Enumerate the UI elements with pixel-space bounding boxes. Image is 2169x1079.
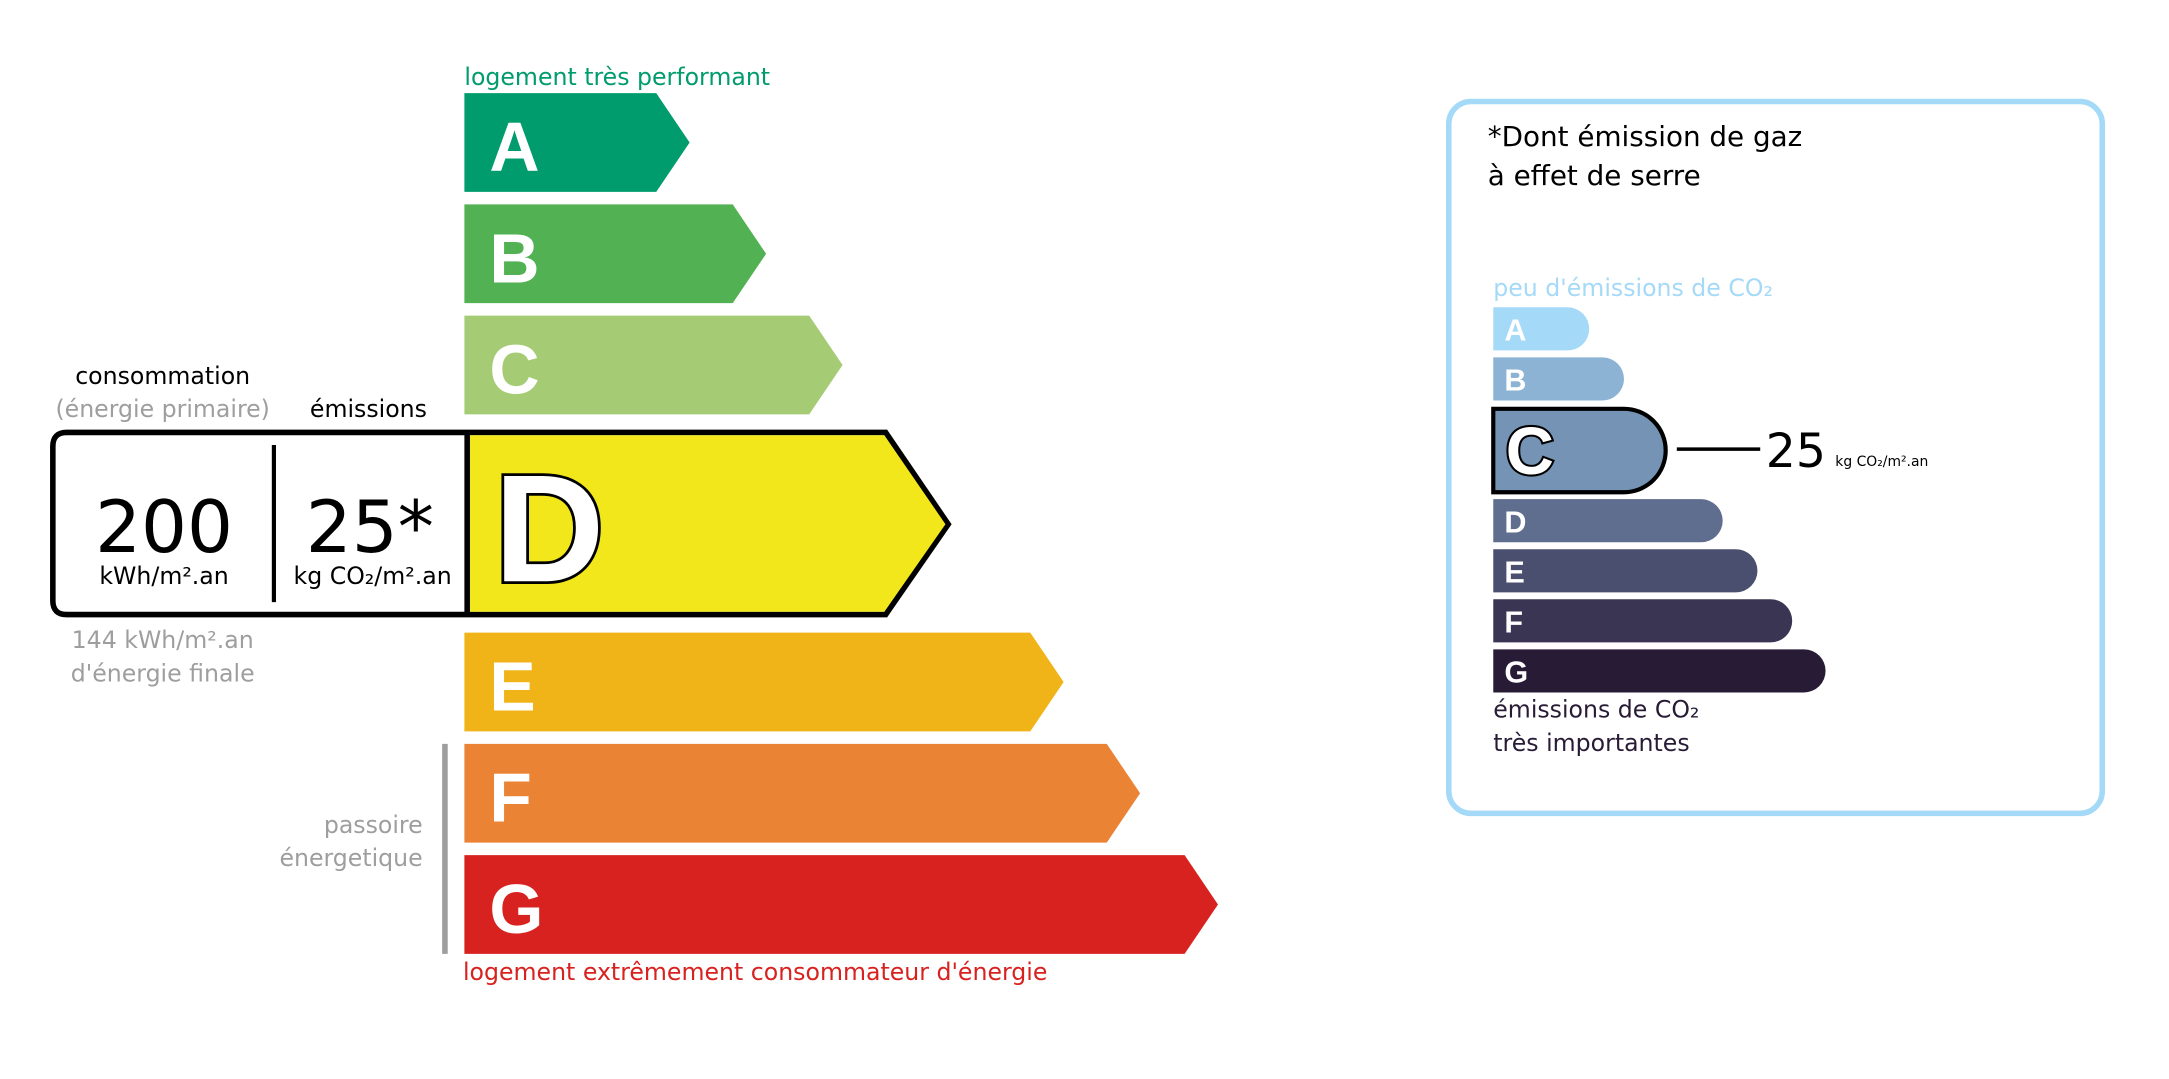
energy-bar-f: [464, 743, 1141, 843]
passoire-label-1: passoire: [324, 811, 423, 839]
ges-bottom-label-1: émissions de CO₂: [1493, 695, 1699, 723]
emissions-header: émissions: [310, 395, 427, 423]
energy-bottom-label: logement extrêmement consommateur d'éner…: [463, 958, 1047, 986]
ges-bar-g: [1493, 649, 1826, 693]
ges-letter-g: G: [1504, 656, 1528, 690]
emissions-unit: kg CO₂/m².an: [294, 562, 452, 590]
final-energy-label: d'énergie finale: [71, 659, 255, 687]
energy-letter-g: G: [489, 870, 543, 948]
consumption-header: consommation: [75, 362, 250, 390]
energy-bar-e: [464, 632, 1064, 732]
consumption-unit: kWh/m².an: [99, 562, 228, 590]
energy-bar-b: [464, 204, 767, 304]
ges-value: 25: [1766, 424, 1826, 479]
ges-top-label: peu d'émissions de CO₂: [1493, 274, 1773, 302]
passoire-label-2: énergetique: [279, 844, 422, 872]
energy-letter-a: A: [489, 108, 539, 186]
ges-letter-d: D: [1504, 506, 1526, 540]
current-energy-letter: D: [494, 444, 604, 614]
ges-bar-f: [1493, 599, 1793, 643]
ges-letter-a: A: [1504, 314, 1526, 348]
energy-letter-b: B: [489, 219, 539, 297]
emissions-value: 25*: [306, 486, 434, 570]
energy-scale: ABC EFG: [464, 93, 1218, 954]
ges-title-2: à effet de serre: [1488, 159, 1701, 192]
ges-bottom-label-2: très importantes: [1493, 729, 1689, 757]
ges-letter-b: B: [1504, 364, 1526, 398]
energy-bar-a: [464, 93, 690, 192]
ges-bar-a: [1493, 307, 1590, 351]
energy-bar-g: [464, 855, 1218, 954]
current-energy-bar: [467, 435, 946, 612]
ges-title-1: *Dont émission de gaz: [1488, 120, 1803, 153]
energy-bar-c: [464, 315, 843, 415]
consumption-value: 200: [95, 486, 233, 570]
energy-letter-f: F: [489, 759, 531, 837]
energy-top-label: logement très performant: [464, 63, 770, 91]
energy-letter-e: E: [489, 648, 535, 726]
ges-letter-f: F: [1504, 606, 1523, 640]
ges-letter-c: C: [1506, 415, 1554, 489]
consumption-subheader: (énergie primaire): [55, 395, 269, 423]
ges-unit: kg CO₂/m².an: [1835, 454, 1928, 470]
ges-letter-e: E: [1504, 556, 1524, 590]
ges-bar-e: [1493, 549, 1758, 593]
final-energy-value: 144 kWh/m².an: [72, 626, 254, 654]
ges-bar-b: [1493, 357, 1624, 401]
ges-bar-d: [1493, 499, 1723, 543]
energy-letter-c: C: [489, 331, 539, 409]
ges-bar-c: [1491, 406, 1668, 495]
